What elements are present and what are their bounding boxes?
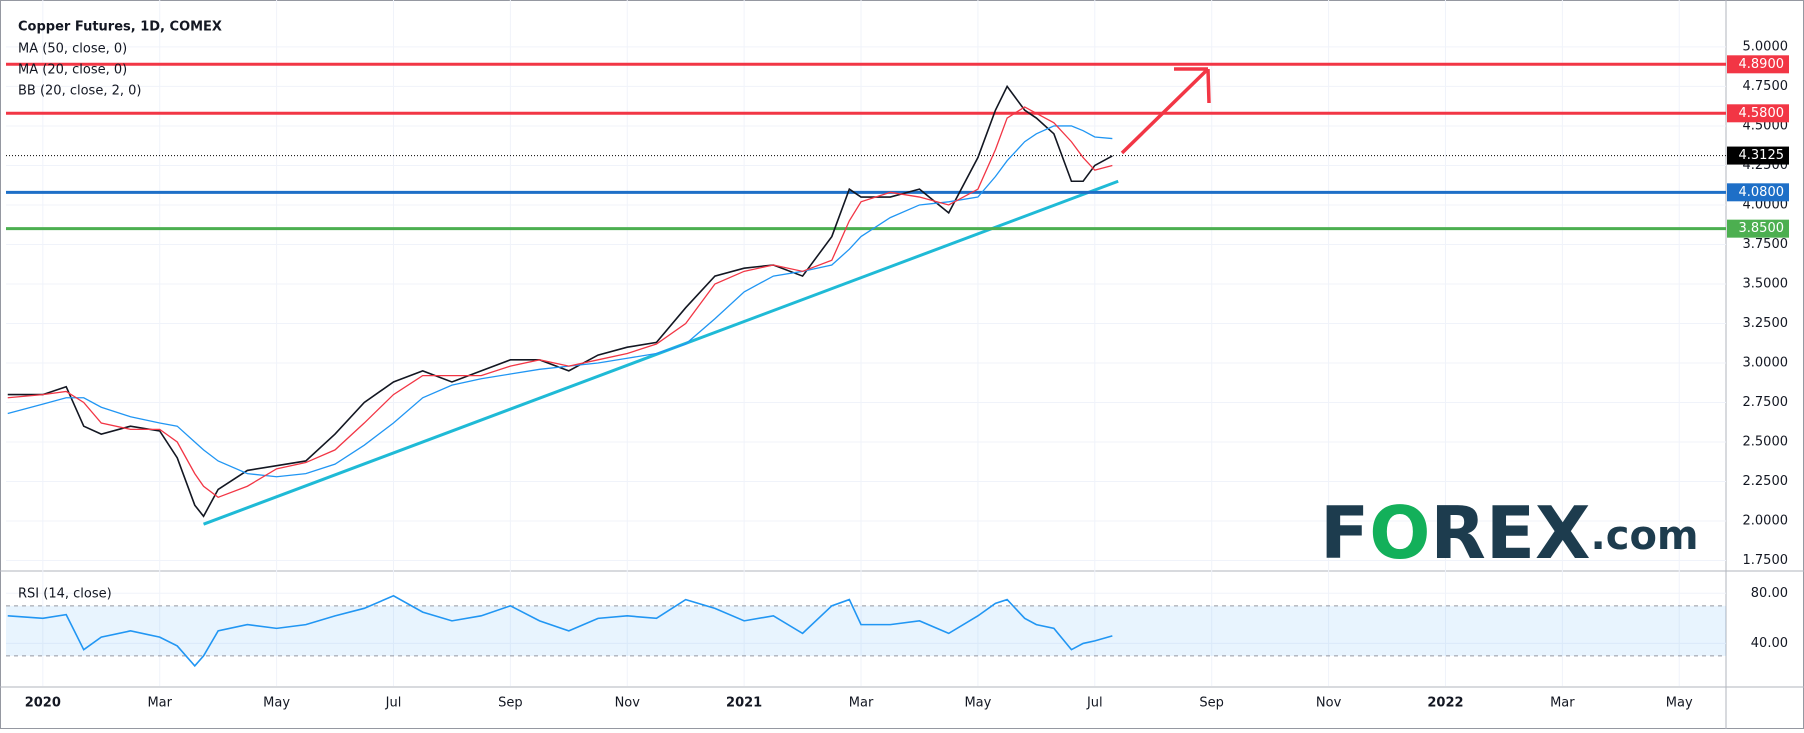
rsi-title: RSI (14, close) [18, 587, 112, 602]
y-tick-label: 3.7500 [1743, 237, 1789, 252]
chart-title: Copper Futures, 1D, COMEX [18, 20, 222, 35]
x-tick-label: Jul [385, 696, 402, 711]
y-tick-label: 5.0000 [1743, 39, 1789, 54]
y-tick-label: 40.00 [1751, 636, 1788, 651]
y-tick-label: 3.5000 [1743, 276, 1789, 291]
series-line [7, 106, 1113, 499]
x-tick-label: Nov [615, 696, 641, 711]
x-tick-label: May [263, 696, 290, 711]
y-tick-label: 3.2500 [1743, 316, 1789, 331]
logo-part: REX [1430, 491, 1590, 575]
x-tick-label: Jul [1086, 696, 1103, 711]
x-tick-label: Mar [147, 696, 172, 711]
logo: FOREX.com [1320, 491, 1699, 575]
y-tick-label: 2.5000 [1743, 434, 1789, 449]
arrow-annotation [1120, 67, 1211, 155]
indicator-label: BB (20, close, 2, 0) [18, 84, 141, 99]
y-tick-label: 80.00 [1751, 586, 1788, 601]
level-label: 4.5800 [1739, 106, 1785, 121]
last-price-box [1727, 146, 1789, 165]
x-tick-label: May [964, 696, 991, 711]
level-label: 3.8500 [1739, 221, 1785, 236]
level-label: 4.0800 [1739, 185, 1785, 200]
x-tick-label: Mar [849, 696, 874, 711]
x-tick-label: Sep [498, 696, 523, 711]
level-label-box [1727, 104, 1789, 123]
x-tick-label: Nov [1316, 696, 1342, 711]
level-label-box [1727, 55, 1789, 74]
y-tick-label: 3.0000 [1743, 355, 1789, 370]
level-label-box [1727, 183, 1789, 202]
x-tick-label: May [1666, 696, 1693, 711]
last-price-label: 4.3125 [1739, 148, 1785, 163]
series-line [7, 84, 1113, 518]
x-tick-label: 2022 [1427, 696, 1463, 711]
level-label: 4.8900 [1739, 57, 1785, 72]
plot [6, 62, 1726, 668]
series-line [7, 125, 1113, 478]
y-tick-label: 1.7500 [1743, 553, 1789, 568]
x-tick-label: 2021 [726, 696, 762, 711]
x-tick-label: Sep [1199, 696, 1224, 711]
x-tick-label: Mar [1550, 696, 1575, 711]
y-tick-label: 2.2500 [1743, 474, 1789, 489]
rsi-band [6, 605, 1726, 656]
series-line [7, 594, 1113, 668]
logo-part: .com [1591, 513, 1699, 559]
indicator-label: MA (20, close, 0) [18, 63, 127, 78]
logo-part: O [1369, 491, 1430, 575]
y-tick-label: 2.0000 [1743, 514, 1789, 529]
x-tick-label: 2020 [25, 696, 61, 711]
level-label-box [1727, 219, 1789, 238]
logo-part: F [1320, 491, 1369, 575]
y-tick-label: 4.7500 [1743, 79, 1789, 94]
indicator-label: MA (50, close, 0) [18, 42, 127, 57]
y-tick-label: 2.7500 [1743, 395, 1789, 410]
